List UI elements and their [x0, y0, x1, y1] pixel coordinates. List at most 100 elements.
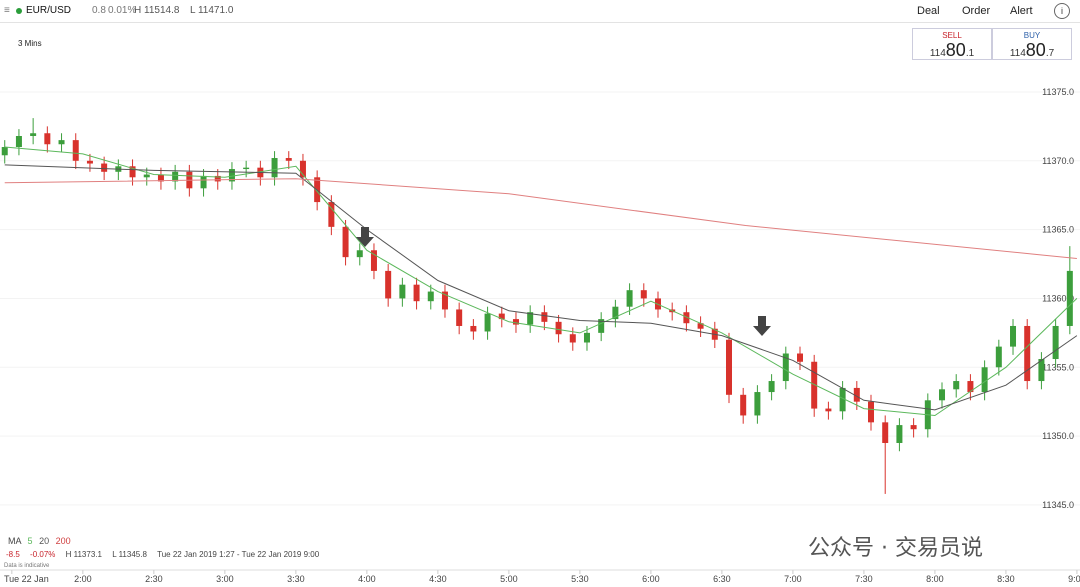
candle-body	[555, 321, 562, 335]
candle-body	[385, 270, 392, 299]
x-tick-label: Tue 22 Jan	[4, 574, 49, 584]
candle-body	[896, 425, 903, 443]
x-tick-label: 5:00	[500, 574, 518, 584]
top-bar: ≡ EUR/USD 0.8 0.01% H 11514.8 L 11471.0 …	[0, 0, 1080, 23]
candle-body	[882, 422, 889, 443]
x-tick-label: 8:30	[997, 574, 1015, 584]
candle-body	[569, 334, 576, 343]
ma-period: 20	[39, 536, 50, 546]
high: H 11514.8	[134, 5, 180, 16]
candle-body	[228, 169, 235, 182]
sell-button[interactable]: SELL 11480.1	[912, 28, 992, 60]
sell-main: 80	[945, 40, 966, 60]
candle-body	[839, 387, 846, 412]
candle-body	[314, 177, 321, 203]
candle-body	[1010, 325, 1017, 347]
stats: -8.5 -0.07% H 11373.1 L 11345.8 Tue 22 J…	[6, 550, 319, 559]
ma-label: MA	[8, 536, 22, 546]
buy-label: BUY	[1023, 31, 1041, 40]
candle-body	[768, 381, 775, 393]
x-tick-label: 8:00	[926, 574, 944, 584]
candle-body	[711, 328, 718, 340]
change: 0.8	[92, 5, 106, 16]
candle-body	[626, 290, 633, 307]
candle-body	[527, 312, 534, 325]
candle-body	[427, 291, 434, 302]
candle-body	[15, 136, 22, 148]
candle-body	[484, 313, 491, 332]
ma-line	[4, 178, 1077, 259]
info-icon[interactable]: i	[1054, 3, 1070, 19]
ma-period: 5	[27, 536, 33, 546]
menu-item[interactable]: Alert	[1010, 5, 1033, 17]
menu-item[interactable]: Deal	[917, 5, 940, 17]
x-tick-label: 3:30	[287, 574, 305, 584]
candle-body	[1038, 359, 1045, 382]
candle-body	[157, 174, 164, 182]
y-tick-label: 11350.0	[1042, 431, 1074, 441]
candle-body	[172, 171, 179, 182]
buy-button[interactable]: BUY 11480.7	[992, 28, 1072, 60]
candle-body	[271, 158, 278, 178]
candle-body	[939, 389, 946, 401]
ma-line	[4, 164, 1078, 411]
x-tick-label: 5:30	[571, 574, 589, 584]
menu-item[interactable]: Order	[962, 5, 991, 17]
candle-body	[541, 312, 548, 322]
candle-body	[285, 158, 292, 161]
candle-body	[967, 381, 974, 393]
candle-body	[782, 353, 789, 382]
x-tick-label: 2:30	[145, 574, 163, 584]
symbol[interactable]: EUR/USD	[26, 5, 72, 16]
candle-body	[797, 353, 803, 362]
candle-body	[924, 400, 931, 430]
candle-body	[413, 284, 420, 302]
candle-body	[1, 147, 8, 156]
candle-body	[654, 298, 661, 310]
candle-body	[470, 325, 477, 332]
candle-body	[825, 408, 832, 412]
candle-body	[72, 140, 79, 161]
candle-body	[441, 291, 448, 310]
y-tick-label: 11370.0	[1042, 156, 1074, 166]
footer-change-pct: -0.07%	[30, 550, 56, 559]
candle-body	[953, 381, 960, 390]
timeframe[interactable]: 3 Mins	[18, 39, 42, 48]
candle-body	[257, 167, 264, 178]
candle-body	[740, 394, 747, 416]
low: L 11471.0	[190, 5, 234, 16]
y-tick-label: 11375.0	[1042, 87, 1074, 97]
candle-body	[725, 339, 732, 395]
x-tick-label: 4:00	[358, 574, 376, 584]
candle-body	[683, 312, 690, 324]
x-tick-label: 3:00	[216, 574, 234, 584]
candle-body	[328, 202, 335, 227]
candle-body	[995, 346, 1002, 368]
ma-period: 200	[55, 536, 71, 546]
candle-body	[143, 174, 150, 178]
candle-body	[754, 392, 761, 416]
candle-body	[640, 290, 647, 299]
candle-body	[399, 284, 406, 299]
candle-body	[1024, 325, 1031, 382]
candle-body	[129, 166, 136, 178]
x-tick-label: 4:30	[429, 574, 447, 584]
watermark: 公众号 · 交易员说	[808, 536, 983, 561]
buy-prefix: 114	[1009, 48, 1026, 59]
candle-body	[612, 306, 619, 320]
buy-suffix: .7	[1045, 48, 1055, 59]
x-tick-label: 7:30	[855, 574, 873, 584]
sell-label: SELL	[942, 31, 962, 40]
candle-body	[910, 425, 917, 430]
candle-body	[583, 332, 590, 343]
candle-body	[669, 309, 676, 313]
candle-body	[498, 313, 505, 320]
candle-body	[86, 160, 93, 164]
x-tick-label: 2:00	[74, 574, 92, 584]
buy-main: 80	[1025, 40, 1046, 60]
candle-body	[456, 309, 463, 326]
menu-icon[interactable]: ≡	[4, 5, 10, 16]
arrow	[753, 316, 771, 336]
x-tick-label: 6:00	[642, 574, 660, 584]
